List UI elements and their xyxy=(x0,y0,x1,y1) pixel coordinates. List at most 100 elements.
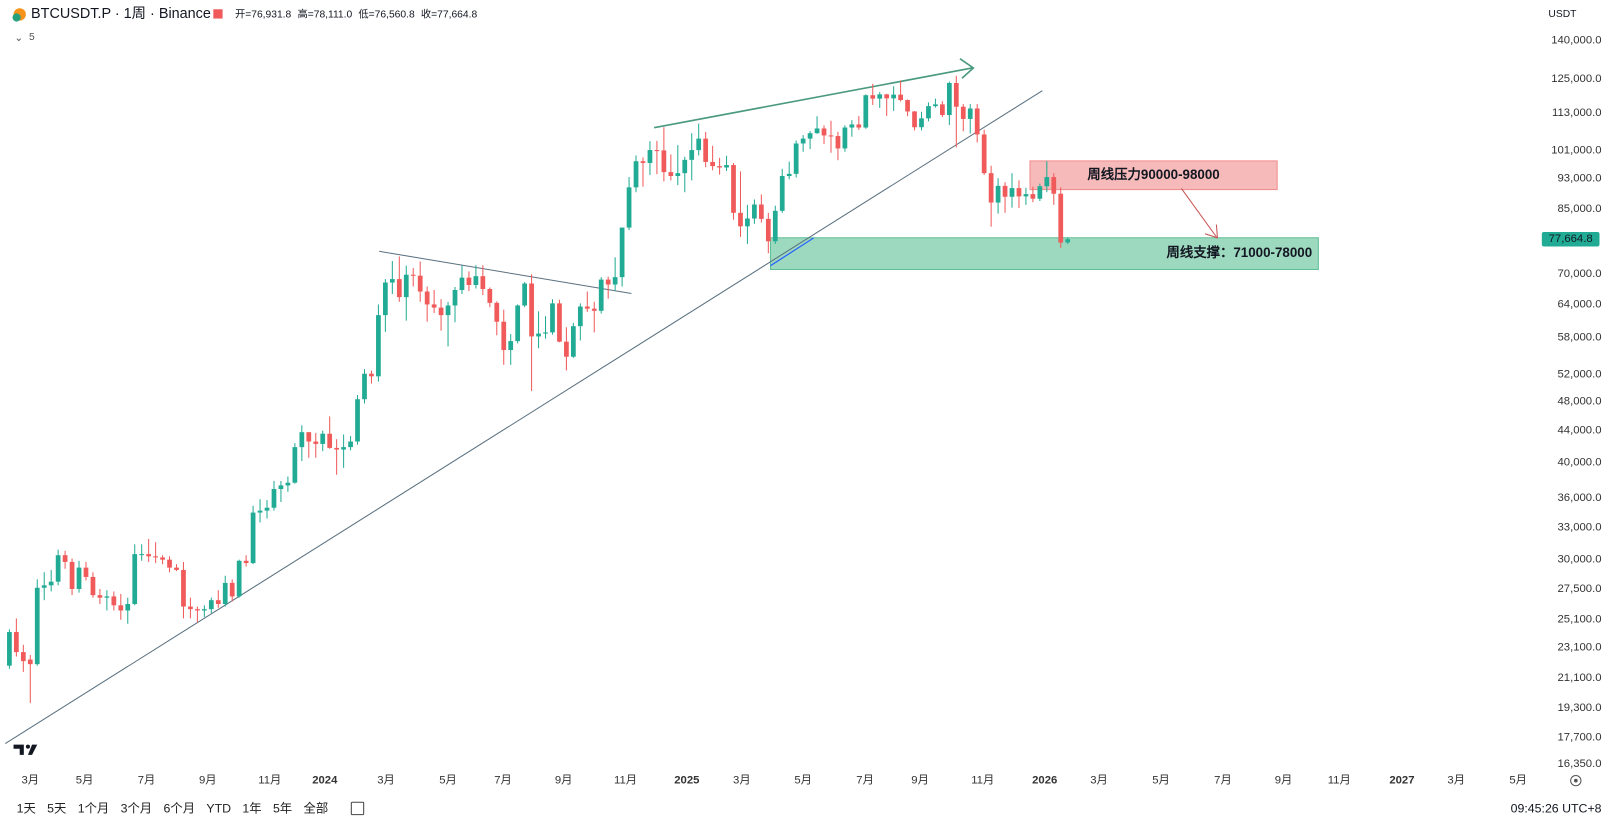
range-button[interactable]: 1个月 xyxy=(78,802,110,816)
y-tick-label: 140,000.0 xyxy=(1551,35,1601,47)
clock[interactable]: 09:45:26 UTC+8 xyxy=(1511,802,1602,816)
range-button[interactable]: 5天 xyxy=(47,802,66,816)
range-button[interactable]: 全部 xyxy=(303,801,328,816)
x-tick-label: 7月 xyxy=(856,775,874,787)
candle-body xyxy=(348,441,353,448)
y-tick-label: 64,000.0 xyxy=(1558,298,1602,310)
x-tick-label: 2025 xyxy=(674,775,699,787)
candle-body xyxy=(647,150,653,163)
candle-body xyxy=(1044,177,1050,187)
candle-body xyxy=(856,124,862,128)
candle-body xyxy=(201,609,207,611)
price-zone xyxy=(1029,160,1278,191)
candle-body xyxy=(69,561,75,589)
candle-body xyxy=(195,609,200,611)
axes: 140,000.0 125,000.0 113,000.0 101,000.0 93,0… xyxy=(21,35,1601,787)
candle-body xyxy=(292,447,298,483)
candle-body xyxy=(710,161,715,167)
flag-icon[interactable] xyxy=(213,9,223,19)
y-tick-label: 70,000.0 xyxy=(1558,268,1602,280)
candle-body xyxy=(1002,185,1008,197)
candle-body xyxy=(271,489,277,508)
candle-body xyxy=(174,567,179,570)
settings-icon[interactable] xyxy=(1573,778,1578,783)
candle-body xyxy=(668,172,674,177)
candle-body xyxy=(167,559,172,568)
candle-body xyxy=(814,128,820,134)
candle-body xyxy=(905,100,910,112)
x-tick-label: 5月 xyxy=(76,775,94,787)
candle-body xyxy=(62,555,68,562)
y-tick-label: 30,000.0 xyxy=(1558,554,1602,566)
x-tick-label: 9月 xyxy=(911,775,929,787)
date-range-icon[interactable] xyxy=(350,801,365,816)
candle-body xyxy=(995,185,1001,203)
candle-body xyxy=(229,582,235,597)
candle-body xyxy=(891,94,897,99)
candle-body xyxy=(1023,194,1029,197)
range-button[interactable]: 1年 xyxy=(242,802,261,816)
currency[interactable]: USDT xyxy=(1548,9,1577,20)
candle-body xyxy=(724,165,729,168)
candle-body xyxy=(487,288,493,303)
arrow-head xyxy=(959,58,975,79)
trend-arrow xyxy=(653,67,973,129)
candle-body xyxy=(355,399,360,442)
candle-body xyxy=(452,290,458,306)
candle-body xyxy=(577,306,583,327)
candle-body xyxy=(376,315,381,377)
range-button[interactable]: 3个月 xyxy=(121,802,153,816)
candle-body xyxy=(508,341,514,351)
candle-body xyxy=(626,187,632,228)
candle-body xyxy=(55,555,61,582)
candle-body xyxy=(598,279,604,311)
candle-body xyxy=(1037,186,1043,199)
candle-body xyxy=(396,279,402,298)
zones: 周线压力90000-98000 周线支撑：71000-78000 xyxy=(769,160,1319,270)
candle-body xyxy=(703,138,709,162)
candle-body xyxy=(362,373,367,400)
candle-body xyxy=(898,94,903,101)
trend-line-highlight xyxy=(770,237,815,267)
zone-label: 周线压力90000-98000 xyxy=(1087,166,1219,182)
candle-body xyxy=(7,632,12,666)
candle-body xyxy=(111,596,117,606)
y-tick-label: 23,100.0 xyxy=(1558,642,1602,654)
candle-body xyxy=(793,143,799,174)
candle-body xyxy=(76,567,82,589)
range-button[interactable]: 5年 xyxy=(273,802,292,816)
y-tick-label: 16,350.0 xyxy=(1558,758,1602,770)
candle-body xyxy=(661,150,667,173)
x-tick-label: 3月 xyxy=(1447,775,1465,787)
candle-body xyxy=(90,576,96,596)
candle-body xyxy=(369,373,374,377)
candle-body xyxy=(884,94,890,99)
drawings xyxy=(5,58,1218,744)
candle-body xyxy=(299,432,305,448)
candle-body xyxy=(188,606,193,610)
x-tick-label: 7月 xyxy=(138,775,156,787)
x-tick-label: 11月 xyxy=(614,775,637,787)
x-tick-label: 11月 xyxy=(258,775,281,787)
candle-body xyxy=(800,138,806,144)
y-tick-label: 125,000.0 xyxy=(1551,73,1601,85)
candle-body xyxy=(654,150,660,152)
candle-body xyxy=(480,276,486,289)
candle-body xyxy=(731,165,736,213)
symbol-title[interactable]: BTCUSDT.P · 1周 · Binance xyxy=(31,6,211,22)
candle-body xyxy=(550,303,555,333)
candle-body xyxy=(215,600,221,605)
range-button[interactable]: 1天 xyxy=(17,802,36,816)
candle-body xyxy=(257,510,263,513)
candle-body xyxy=(424,291,430,305)
range-button[interactable]: YTD xyxy=(206,802,231,816)
candle-body xyxy=(278,485,284,490)
candle-body xyxy=(633,161,639,188)
x-tick-label: 3月 xyxy=(21,775,39,787)
range-button[interactable]: 6个月 xyxy=(163,802,195,816)
y-tick-label: 33,000.0 xyxy=(1558,522,1602,534)
candle-body xyxy=(863,95,869,128)
collapse-icon[interactable]: ⌄ xyxy=(15,33,24,44)
settings-icon[interactable] xyxy=(1570,774,1582,787)
candle-body xyxy=(410,274,416,276)
